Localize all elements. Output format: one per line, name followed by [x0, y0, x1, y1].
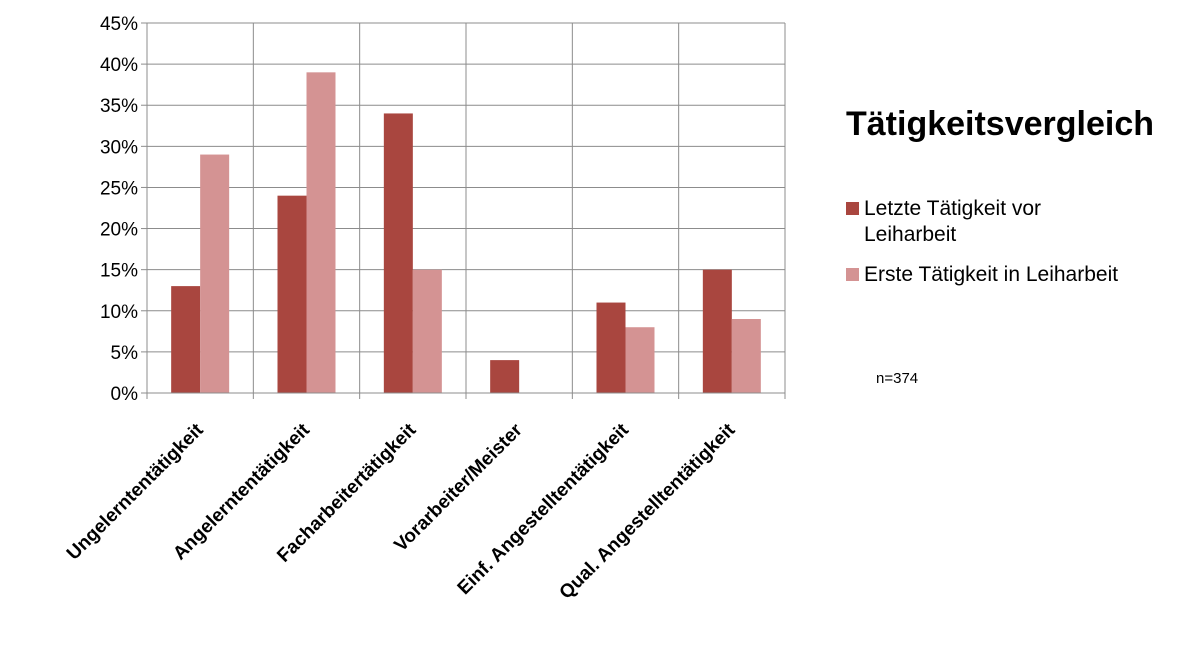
bar-erste-2: [412, 269, 442, 393]
legend-swatch-series-2: [846, 268, 859, 281]
y-tick-label: 30%: [100, 137, 138, 158]
sample-size-note: n=374: [876, 370, 919, 387]
y-tick-label: 40%: [100, 55, 138, 76]
legend-item-series-1: Letzte Tätigkeit vor Leiharbeit: [846, 196, 1176, 248]
bar-letzte-4: [596, 302, 626, 393]
y-tick-label: 5%: [111, 343, 139, 364]
y-tick-label: 45%: [100, 14, 138, 35]
legend-item-series-2: Erste Tätigkeit in Leiharbeit: [846, 262, 1176, 288]
bar-erste-0: [200, 154, 230, 393]
bar-letzte-3: [490, 360, 520, 393]
bar-letzte-1: [277, 195, 307, 393]
y-tick-label: 35%: [100, 96, 138, 117]
bar-erste-1: [306, 72, 336, 393]
x-tick-label: Einf. Angestelltentätigkeit: [454, 419, 634, 599]
legend-swatch-series-1: [846, 202, 859, 215]
bar-erste-4: [625, 327, 655, 393]
y-tick-label: 25%: [100, 178, 138, 199]
bar-letzte-0: [171, 286, 201, 393]
chart-title: Tätigkeitsvergleich: [846, 105, 1155, 143]
bar-erste-5: [731, 319, 761, 393]
bar-letzte-5: [702, 269, 732, 393]
legend-label-series-2: Erste Tätigkeit in Leiharbeit: [864, 263, 1119, 286]
legend-label-series-1: Letzte Tätigkeit vor Leiharbeit: [864, 197, 1042, 246]
y-tick-label: 20%: [100, 220, 138, 241]
y-tick-label: 15%: [100, 261, 138, 282]
x-tick-label: Qual. Angestelltentätigkeit: [556, 419, 740, 603]
legend: Tätigkeitsvergleich Letzte Tätigkeit vor…: [846, 105, 1176, 302]
bar-letzte-2: [383, 113, 413, 393]
y-tick-label: 10%: [100, 302, 138, 323]
y-tick-label: 0%: [111, 384, 139, 405]
